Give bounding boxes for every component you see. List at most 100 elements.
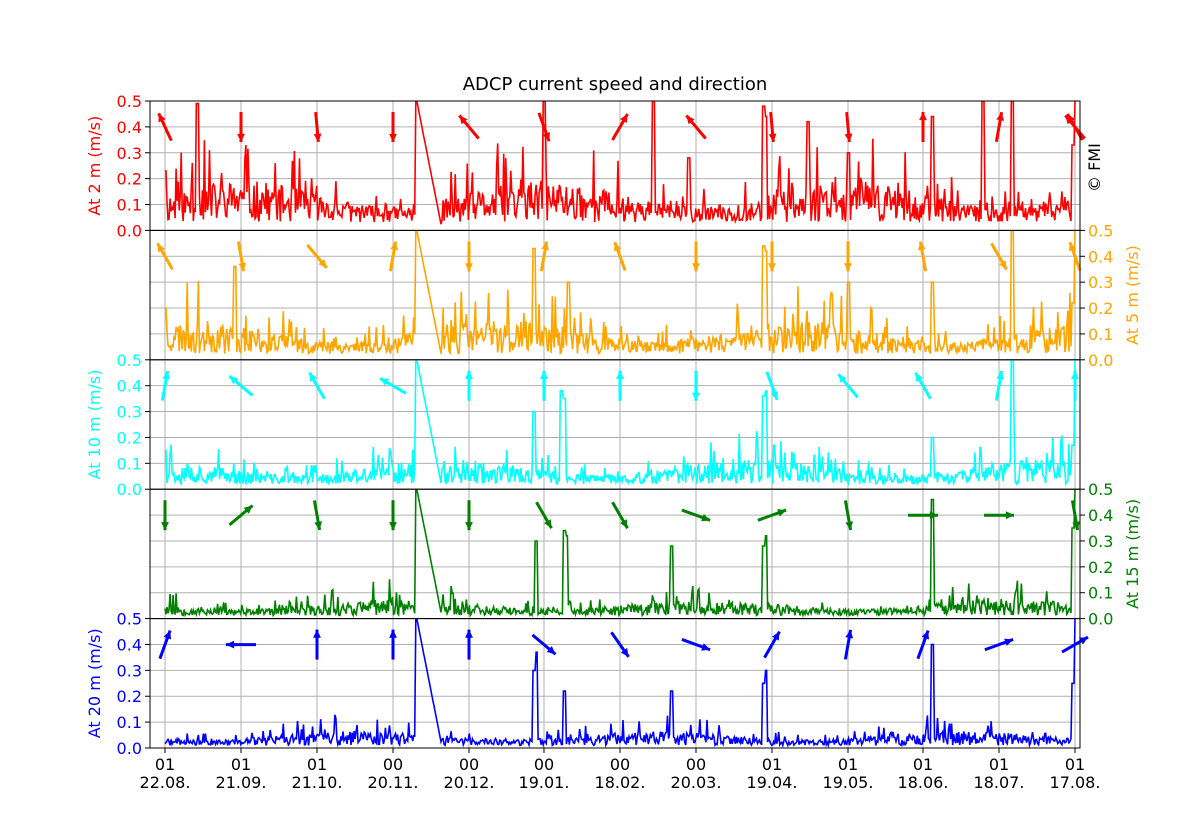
direction-arrow xyxy=(610,631,630,658)
direction-arrow xyxy=(537,112,551,142)
arrow-head xyxy=(838,374,847,384)
y-axis-label: At 10 m (m/s) xyxy=(85,370,104,480)
x-tick-date: 22.08. xyxy=(140,773,191,792)
y-tick-label: 0.0 xyxy=(117,739,142,758)
y-tick-label: 0.3 xyxy=(1088,273,1113,292)
direction-arrow xyxy=(692,370,700,401)
arrow-head xyxy=(845,629,854,639)
direction-arrow xyxy=(465,370,473,401)
series-line xyxy=(165,359,1076,487)
panel-5: 0.0 0.1 0.2 0.3 0.4 0.5 At 20 m (m/s) xyxy=(85,610,1089,758)
direction-arrow xyxy=(843,500,854,531)
arrow-head xyxy=(1068,242,1077,252)
direction-arrow xyxy=(236,241,247,272)
arrow-head xyxy=(1079,637,1088,645)
y-tick-label: 0.5 xyxy=(117,351,142,370)
arrow-head xyxy=(768,263,776,272)
x-tick-date: 18.06. xyxy=(898,773,949,792)
x-tick-date: 20.03. xyxy=(671,773,722,792)
arrow-head xyxy=(314,521,323,530)
y-tick-label: 0.1 xyxy=(117,713,142,732)
panels-group: 0.00.10.20.30.40.5At 2 m (m/s)0.00.10.20… xyxy=(85,92,1142,758)
chart-title: ADCP current speed and direction xyxy=(463,74,768,95)
panel-3: 0.0 0.1 0.2 0.3 0.4 0.5 At 10 m (m/s) xyxy=(85,351,1081,499)
arrow-head xyxy=(313,629,321,638)
arrow-head xyxy=(229,376,239,385)
arrow-head xyxy=(390,241,399,251)
arrow-head xyxy=(999,260,1007,270)
y-tick-label: 0.0 xyxy=(1088,351,1113,370)
panel-1: 0.0 0.1 0.2 0.3 0.4 0.5 At 2 m (m/s) xyxy=(85,92,1086,240)
direction-arrow xyxy=(161,500,169,531)
y-tick-label: 0.2 xyxy=(1088,299,1113,318)
direction-arrow xyxy=(228,504,254,526)
y-tick-label: 0.0 xyxy=(117,480,142,499)
direction-arrow xyxy=(613,241,627,272)
direction-arrow xyxy=(306,243,328,269)
direction-arrow xyxy=(389,629,397,660)
arrow-head xyxy=(313,133,322,142)
arrow-head xyxy=(157,243,165,253)
y-tick-label: 0.4 xyxy=(117,118,142,137)
direction-arrow xyxy=(692,241,700,272)
arrow-head xyxy=(389,133,397,142)
arrow-head xyxy=(309,372,317,382)
x-tick-date: 19.05. xyxy=(823,773,874,792)
direction-arrow xyxy=(1068,241,1082,272)
y-tick-label: 0.3 xyxy=(1088,532,1113,551)
direction-arrow xyxy=(531,633,557,656)
x-tick-hour: 00 xyxy=(459,755,479,774)
arrow-head xyxy=(692,392,700,401)
y-tick-label: 0.3 xyxy=(117,144,142,163)
arrow-head xyxy=(541,241,550,251)
x-tick-hour: 00 xyxy=(383,755,403,774)
arrow-head xyxy=(915,372,923,382)
y-tick-label: 0.2 xyxy=(117,170,142,189)
arrow-head xyxy=(686,115,695,125)
direction-arrow xyxy=(389,112,397,142)
direction-arrow xyxy=(843,629,854,660)
watermark-fmi: © FMI xyxy=(1085,143,1104,192)
x-tick-date: 20.12. xyxy=(444,773,495,792)
panel-4: 0.0 0.1 0.2 0.3 0.4 0.5 At 15 m (m/s) xyxy=(149,480,1142,629)
arrow-head xyxy=(917,241,926,251)
arrow-head xyxy=(701,513,711,522)
x-tick-hour: 01 xyxy=(913,755,933,774)
arrow-head xyxy=(162,371,171,380)
direction-arrow xyxy=(156,242,174,271)
arrow-head xyxy=(919,112,927,121)
x-tick-date: 19.04. xyxy=(747,773,798,792)
y-tick-label: 0.1 xyxy=(1088,325,1113,344)
x-tick-date: 21.09. xyxy=(216,773,267,792)
direction-arrow xyxy=(994,370,1005,401)
y-tick-label: 0.2 xyxy=(117,687,142,706)
arrow-head xyxy=(238,262,247,272)
arrow-head xyxy=(1067,114,1075,123)
arrow-head xyxy=(1004,638,1014,646)
direction-arrow xyxy=(611,113,629,141)
y-tick-label: 0.5 xyxy=(117,610,142,629)
direction-arrow xyxy=(1070,500,1081,531)
direction-arrow xyxy=(990,242,1008,271)
direction-arrow xyxy=(465,241,473,272)
direction-arrow xyxy=(228,375,254,397)
x-tick-hour: 01 xyxy=(155,755,175,774)
direction-arrow xyxy=(844,111,853,143)
direction-arrow xyxy=(919,112,927,142)
y-tick-label: 0.5 xyxy=(117,92,142,111)
y-tick-label: 0.0 xyxy=(117,221,142,240)
arrow-head xyxy=(772,631,780,641)
x-tick-date: 18.07. xyxy=(974,773,1025,792)
x-tick-date: 20.11. xyxy=(368,773,419,792)
direction-arrow xyxy=(535,501,553,529)
arrow-head xyxy=(465,370,473,379)
direction-arrow xyxy=(994,111,1005,143)
arrow-head xyxy=(1071,370,1079,379)
y-tick-label: 0.0 xyxy=(1088,610,1113,629)
direction-arrow xyxy=(768,111,777,143)
arrow-head xyxy=(1005,511,1014,520)
series-line xyxy=(164,489,1076,618)
arrow-head xyxy=(380,378,389,386)
direction-arrow xyxy=(379,377,407,395)
direction-arrow xyxy=(157,112,173,142)
